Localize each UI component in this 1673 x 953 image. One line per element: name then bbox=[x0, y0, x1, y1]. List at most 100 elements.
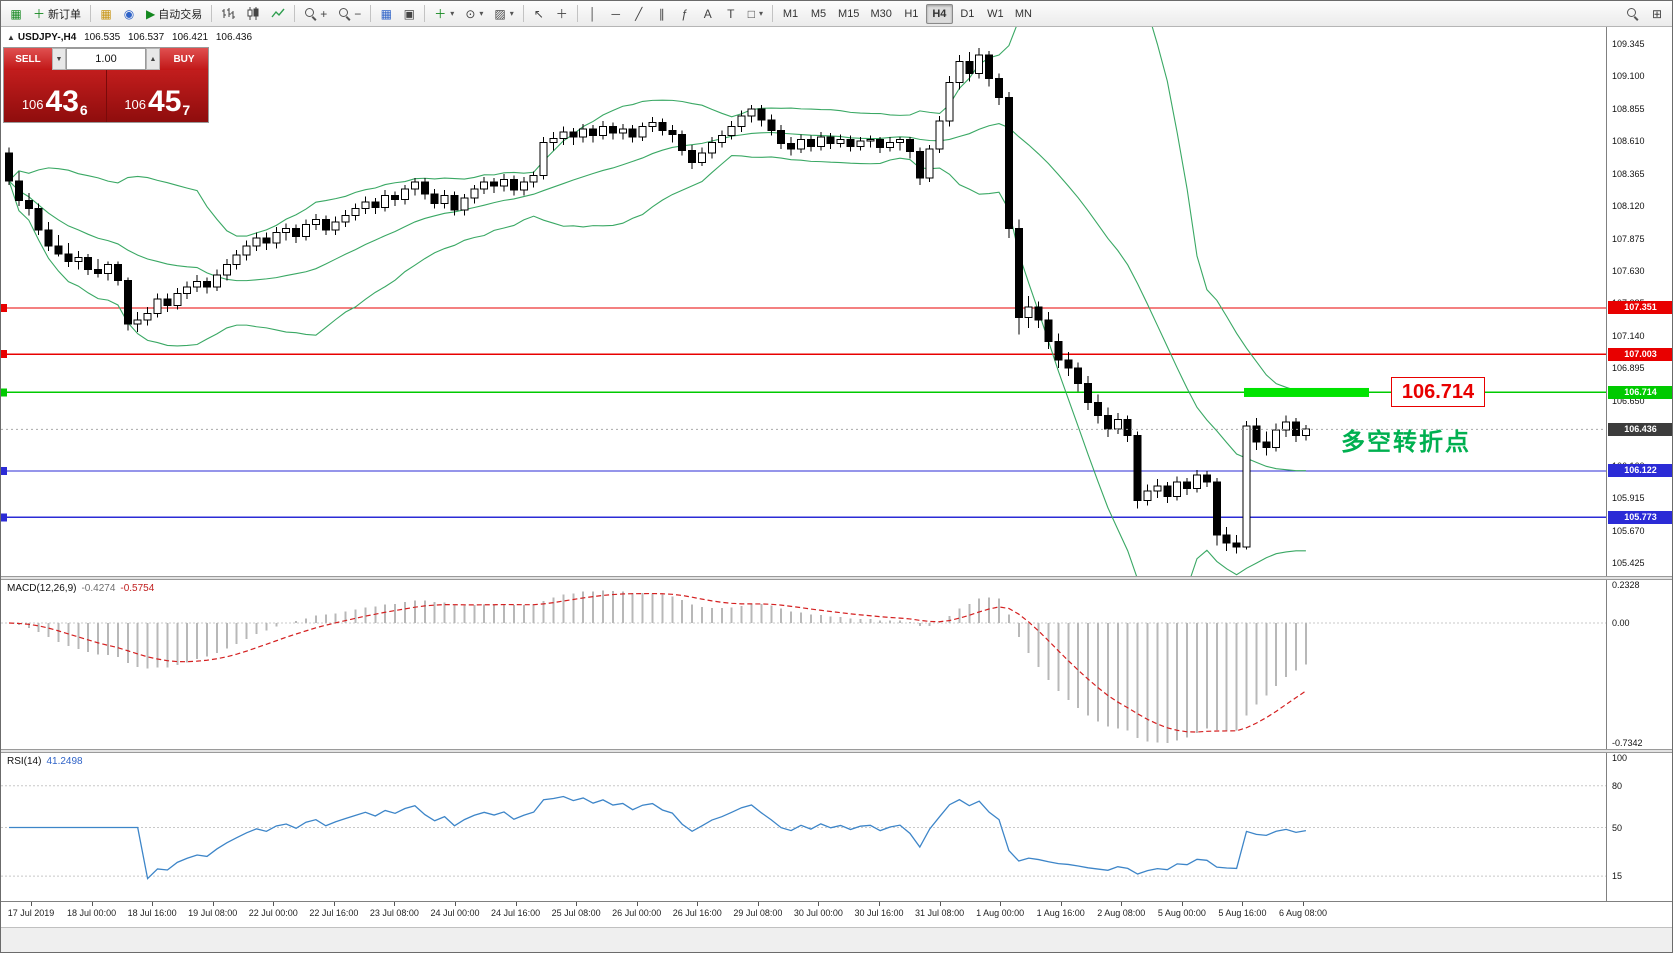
timeframe-m30[interactable]: M30 bbox=[870, 7, 892, 20]
toolbar-separator bbox=[522, 5, 524, 22]
time-label: 19 Jul 08:00 bbox=[188, 908, 238, 918]
timeframe-h4[interactable]: H4 bbox=[925, 3, 953, 24]
time-tick bbox=[31, 902, 32, 906]
buy-button[interactable]: BUY bbox=[160, 48, 208, 70]
new-chart-button[interactable]: ▦ bbox=[95, 3, 117, 24]
panel-splitter[interactable] bbox=[1, 749, 1672, 753]
volume-input[interactable] bbox=[66, 48, 146, 70]
price-tag: 105.773 bbox=[1608, 510, 1672, 524]
volume-up-stepper[interactable]: ▲ bbox=[146, 48, 160, 70]
horizontal-line-button[interactable]: ─ bbox=[605, 3, 627, 24]
axis-tick-label: 106.650 bbox=[1612, 395, 1645, 406]
timeframe-mn[interactable]: MN bbox=[1014, 7, 1032, 20]
level-line-anchor bbox=[1, 350, 7, 359]
macd-canvas[interactable] bbox=[1, 579, 1606, 749]
axis-tick-label: 108.120 bbox=[1612, 201, 1645, 212]
price-tag: 106.122 bbox=[1608, 464, 1672, 478]
window-list-button[interactable]: ⊞ bbox=[1646, 3, 1668, 24]
ohlc-close: 106.436 bbox=[215, 32, 253, 43]
axis-tick-label: 0.2328 bbox=[1612, 579, 1640, 590]
trendline-button[interactable]: ╱ bbox=[628, 3, 650, 24]
text-tool-button[interactable]: A bbox=[697, 3, 719, 24]
fibonacci-button[interactable]: ƒ bbox=[674, 3, 696, 24]
bar-chart-button[interactable] bbox=[216, 3, 240, 24]
timeframe-h1[interactable]: H1 bbox=[904, 7, 919, 20]
line-chart-button[interactable] bbox=[266, 3, 290, 24]
candlestick-chart-button[interactable] bbox=[241, 3, 265, 24]
zoom-in-button[interactable]: + bbox=[299, 3, 332, 24]
cascade-windows-button[interactable]: ▣ bbox=[398, 3, 420, 24]
candles bbox=[5, 48, 1310, 554]
time-label: 1 Aug 16:00 bbox=[1036, 908, 1085, 918]
auto-trading-button[interactable]: ▶ 自动交易 bbox=[141, 3, 207, 24]
highlight-band[interactable] bbox=[1244, 387, 1369, 397]
shapes-button[interactable]: □ ▾ bbox=[747, 6, 764, 21]
axis-tick-label: 109.345 bbox=[1612, 38, 1645, 49]
periods-button[interactable]: ⊙ ▾ bbox=[465, 6, 484, 21]
main-chart-canvas[interactable] bbox=[1, 27, 1606, 576]
time-label: 18 Jul 00:00 bbox=[67, 908, 117, 918]
new-order-label: 新订单 bbox=[48, 8, 82, 21]
volume-down-stepper[interactable]: ▼ bbox=[52, 48, 66, 70]
search-button[interactable] bbox=[1621, 3, 1644, 24]
time-label: 1 Aug 00:00 bbox=[976, 908, 1025, 918]
vertical-line-icon: │ bbox=[589, 6, 597, 21]
panel-splitter[interactable] bbox=[1, 576, 1672, 580]
time-label: 22 Jul 16:00 bbox=[309, 908, 359, 918]
macd-main-value: -0.4274 bbox=[81, 583, 116, 594]
label-tool-button[interactable]: T bbox=[720, 3, 742, 24]
cursor-button[interactable]: ↖ bbox=[528, 3, 550, 24]
rsi-label: RSI(14) 41.2498 bbox=[7, 756, 83, 767]
rsi-canvas[interactable] bbox=[1, 752, 1606, 901]
time-tick bbox=[515, 902, 517, 906]
buy-price-button[interactable]: 106 45 7 bbox=[106, 70, 208, 122]
shapes-icon: □ bbox=[747, 6, 756, 21]
axis-tick-label: 107.875 bbox=[1612, 233, 1645, 244]
toolbar-separator bbox=[294, 5, 296, 22]
crosshair-button[interactable]: ＋ bbox=[551, 3, 573, 24]
window-grid-icon: ⊞ bbox=[1651, 6, 1663, 21]
channel-button[interactable]: ∥ bbox=[651, 3, 673, 24]
timeframe-m15[interactable]: M15 bbox=[838, 7, 860, 20]
sell-price-button[interactable]: 106 43 6 bbox=[4, 70, 107, 122]
tile-windows-button[interactable]: ▦ bbox=[375, 3, 397, 24]
timeframe-m1[interactable]: M1 bbox=[782, 7, 799, 20]
time-tick bbox=[1000, 902, 1002, 906]
time-label: 26 Jul 16:00 bbox=[672, 908, 722, 918]
timeframe-m5[interactable]: M5 bbox=[810, 7, 827, 20]
price-axis[interactable]: 109.345 109.100 108.855 108.610 108.365 108.1… bbox=[1606, 27, 1672, 901]
time-tick bbox=[394, 902, 396, 906]
timeframe-w1[interactable]: W1 bbox=[987, 7, 1004, 20]
price-level-label-box[interactable]: 106.714 bbox=[1391, 377, 1485, 407]
indicators-button[interactable]: ＋ ▾ bbox=[434, 6, 455, 21]
new-order-button[interactable]: ＋ 新订单 bbox=[28, 3, 86, 24]
axis-tick-label: 108.610 bbox=[1612, 136, 1645, 147]
time-tick bbox=[212, 902, 214, 906]
templates-button[interactable]: ▨ ▾ bbox=[494, 6, 514, 21]
sell-button[interactable]: SELL bbox=[4, 48, 52, 70]
horizontal-levels bbox=[1, 303, 1606, 522]
macd-name: MACD(12,26,9) bbox=[7, 583, 77, 594]
time-tick bbox=[1242, 902, 1244, 906]
toolbar-separator bbox=[576, 5, 578, 22]
axis-tick-label: 15 bbox=[1612, 871, 1623, 882]
zoom-out-button[interactable]: − bbox=[333, 3, 366, 24]
rsi-name: RSI(14) bbox=[7, 756, 42, 767]
periods-clock-icon: ⊙ bbox=[465, 6, 476, 21]
bb-upper bbox=[8, 27, 1306, 392]
profiles-button[interactable]: ◉ bbox=[118, 3, 140, 24]
timeframe-group: M1 M5 M15 M30 H1 H4 D1 W1 MN bbox=[777, 3, 1037, 24]
line-chart-icon bbox=[271, 8, 285, 18]
timeframe-d1[interactable]: D1 bbox=[960, 7, 975, 20]
time-tick bbox=[152, 902, 154, 906]
time-axis[interactable]: 17 Jul 2019 18 Jul 00:00 18 Jul 16:00 19 Ju… bbox=[1, 901, 1672, 927]
channel-icon: ∥ bbox=[658, 6, 665, 21]
vertical-line-button[interactable]: │ bbox=[582, 3, 604, 24]
auto-trading-label: 自动交易 bbox=[158, 8, 203, 21]
ohlc-low: 106.421 bbox=[171, 32, 209, 43]
chart-ohlc-header: ▲ USDJPY-,H4 106.535 106.537 106.421 106.… bbox=[7, 32, 252, 43]
time-tick bbox=[1181, 902, 1183, 906]
level-line-anchor bbox=[1, 303, 7, 312]
turning-point-annotation[interactable]: 多空转折点 bbox=[1341, 429, 1471, 456]
